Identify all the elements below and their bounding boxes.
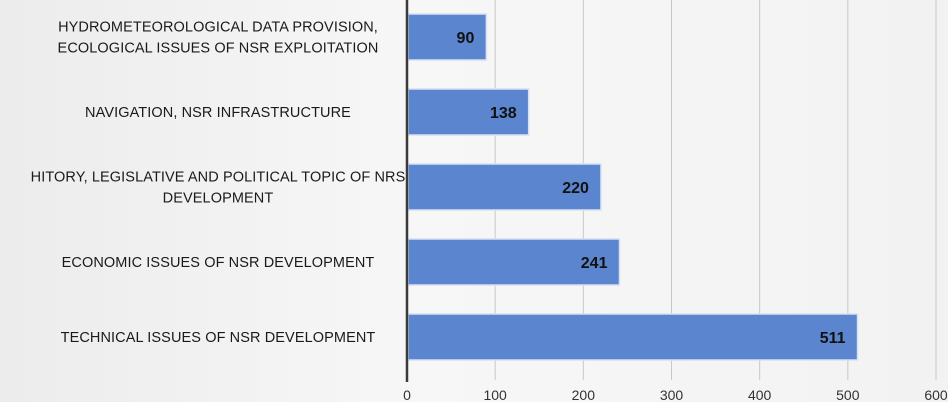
x-tick-label-600: 600: [924, 387, 948, 402]
data-label-2: 220: [562, 180, 589, 197]
x-tick-label-300: 300: [660, 387, 684, 402]
x-tick-label-0: 0: [403, 387, 411, 402]
x-tick-label-200: 200: [572, 387, 596, 402]
x-axis-tick-labels: 0 100 200 300 400 500 600: [403, 387, 948, 402]
bar-1: [407, 88, 530, 136]
category-label-2: HITORY, LEGISLATIVE AND POLITICAL TOPIC …: [31, 170, 406, 207]
bar-0: [407, 13, 488, 61]
data-label-0: 90: [457, 30, 475, 47]
x-tick-label-500: 500: [836, 387, 860, 402]
category-label-4: TECHNICAL ISSUES OF NSR DEVELOPMENT: [61, 330, 376, 346]
bar-3: [407, 238, 621, 286]
data-label-4: 511: [820, 330, 846, 347]
data-labels: 90 138 220 241 511: [457, 30, 846, 347]
bar-4: [407, 313, 859, 361]
x-tick-label-100: 100: [483, 387, 507, 402]
category-label-1: NAVIGATION, NSR INFRASTRUCTURE: [85, 105, 351, 121]
bars: [407, 13, 859, 361]
category-labels: HYDROMETEOROLOGICAL DATA PROVISION, ECOLO…: [31, 20, 406, 347]
category-label-3: ECONOMIC ISSUES OF NSR DEVELOPMENT: [62, 255, 375, 271]
data-label-1: 138: [490, 105, 517, 122]
data-label-3: 241: [581, 255, 608, 272]
category-label-0: HYDROMETEOROLOGICAL DATA PROVISION, ECOLO…: [58, 20, 379, 57]
x-tick-label-400: 400: [748, 387, 772, 402]
